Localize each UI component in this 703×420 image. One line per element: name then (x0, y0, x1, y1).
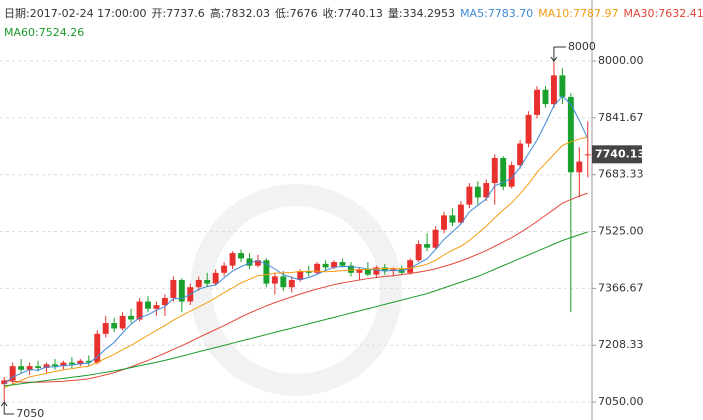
candle-body (26, 366, 33, 370)
watermark (190, 184, 402, 396)
candle-body (85, 360, 92, 363)
candle-body (288, 280, 295, 288)
y-tick-label: 7683.33 (598, 168, 644, 181)
candle-body (161, 297, 168, 306)
candle-body (1, 380, 8, 385)
candle-body (314, 263, 321, 273)
header-text: 量:334.2953 (388, 7, 455, 20)
ma-line (4, 192, 588, 383)
candle-body (483, 183, 490, 198)
candle-body (381, 267, 388, 272)
candle-body (339, 262, 346, 266)
y-tick-label: 7525.00 (598, 225, 644, 238)
header-text: 高:7832.03 (210, 6, 270, 20)
candle-body (60, 362, 67, 367)
candle-body (348, 265, 354, 273)
candle-body (178, 280, 185, 302)
candle-body (221, 265, 228, 273)
candle-body (68, 362, 75, 365)
candle-body (297, 271, 304, 280)
legend-entry: MA60:7524.26 (4, 26, 84, 39)
candle-body (508, 165, 515, 187)
candle-body (500, 157, 507, 187)
candle-body (280, 276, 287, 288)
candle-body (474, 186, 481, 198)
candle-body (18, 366, 25, 370)
candle-body (145, 301, 151, 309)
candle-body (525, 114, 532, 144)
candle-body (119, 315, 126, 329)
candle-body (9, 366, 16, 381)
candle-body (441, 215, 447, 230)
candle-body (43, 364, 50, 368)
candle-body (584, 154, 591, 156)
legend-entry: MA5:7783.70 (460, 7, 533, 20)
min-label: 7050 (16, 407, 44, 420)
y-tick-label: 7841.67 (598, 111, 644, 124)
min-pointer (0, 401, 15, 415)
ma-line (4, 136, 588, 389)
candle-body (246, 258, 253, 266)
candle-body (331, 262, 338, 268)
candle-body (94, 333, 101, 363)
candle-body (35, 366, 42, 368)
candle-body (567, 96, 574, 173)
y-tick-label: 7050.00 (598, 395, 644, 408)
y-tick-label: 8000.00 (598, 54, 644, 67)
candle-body (153, 305, 160, 309)
header-text: 收:7740.13 (323, 6, 383, 20)
header-text: 低:7676 (275, 7, 318, 20)
candle-body (229, 253, 236, 266)
candle-body (517, 143, 524, 166)
ma-line (3, 95, 589, 385)
candle-body (254, 260, 261, 266)
candle-body (263, 260, 270, 284)
candle-body (102, 323, 109, 334)
candle-body (136, 301, 143, 320)
candle-body (111, 323, 118, 329)
max-label: 8000 (568, 40, 596, 53)
y-tick-label: 7208.33 (598, 338, 644, 351)
candle-body (407, 260, 414, 273)
candle-body (373, 267, 380, 275)
candle-body (542, 89, 549, 105)
candle-body (356, 269, 363, 273)
candle-body (491, 157, 498, 184)
candle-body (195, 280, 202, 288)
candle-body (238, 253, 244, 259)
header-text: 日期:2017-02-24 17:00:00 (4, 7, 147, 20)
candle-body (550, 75, 557, 105)
candle-body (170, 280, 177, 298)
candle-body (424, 244, 431, 248)
candle-body (415, 244, 422, 261)
candle-body (204, 280, 211, 284)
candle-body (271, 276, 278, 284)
candle-body (305, 271, 312, 273)
candle-body (457, 204, 464, 223)
y-tick-label: 7366.67 (598, 281, 644, 294)
last-price-label: 7740.13 (595, 147, 645, 160)
candle-body (322, 263, 329, 268)
ma-line (4, 231, 588, 387)
candle-body (52, 364, 58, 367)
last-price-box (592, 145, 642, 164)
legend-entry: MA30:7632.41 (624, 7, 703, 20)
candle-body (534, 89, 540, 115)
candle-body (364, 269, 371, 275)
header-text: 开:7737.6 (152, 7, 205, 20)
candle-body (432, 229, 439, 248)
candle-body (449, 215, 456, 223)
candle-body (576, 161, 583, 173)
candle-body (212, 272, 219, 284)
max-pointer (550, 46, 566, 62)
legend-entry: MA10:7787.97 (538, 7, 618, 20)
candle-body (559, 75, 566, 97)
candle-body (466, 186, 473, 205)
candle-body (128, 315, 135, 320)
candle-body (77, 360, 84, 365)
